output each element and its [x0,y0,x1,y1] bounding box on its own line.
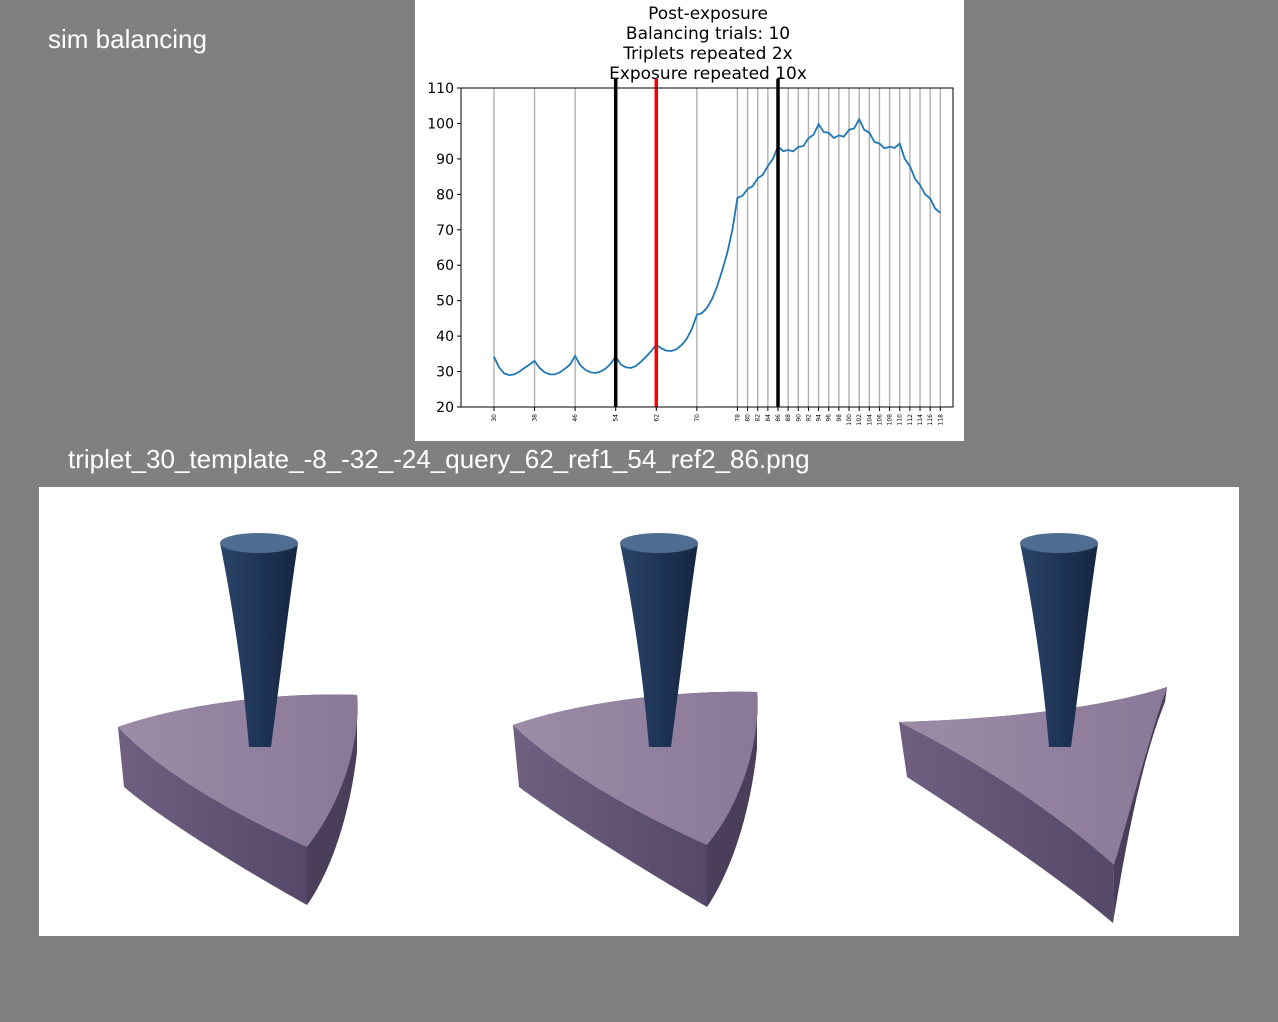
y-tick-label: 100 [427,116,454,132]
chart-title-line: Post-exposure [648,4,768,24]
image-filename: triplet_30_template_-8_-32_-24_query_62_… [68,444,810,474]
x-tick-label: 30 [491,414,498,422]
x-tick-label: 98 [836,414,843,422]
x-tick-label: 118 [937,414,944,426]
y-tick-label: 90 [436,152,454,168]
x-tick-label: 102 [856,414,863,426]
x-tick-label: 106 [876,414,883,426]
app-title: sim balancing [48,24,207,54]
x-tick-label: 82 [755,414,762,422]
x-tick-label: 86 [775,414,782,422]
plot-frame [460,87,954,408]
render-object-template [118,533,358,905]
x-tick-label: 62 [653,414,660,422]
x-tick-label: 80 [745,414,752,422]
y-tick-label: 70 [436,223,454,239]
x-tick-label: 90 [795,414,802,422]
x-tick-label: 110 [897,414,904,426]
chart-title-line: Balancing trials: 10 [626,24,790,44]
y-tick-label: 40 [436,329,454,345]
chart-title-line: Triplets repeated 2x [622,44,792,64]
x-tick-label: 70 [694,414,701,422]
y-tick-label: 30 [436,365,454,381]
x-tick-label: 84 [765,414,772,422]
y-tick-label: 110 [427,81,454,97]
x-tick-label: 78 [734,414,741,422]
balancing-chart: Post-exposure Balancing trials: 10 Triplet… [415,0,964,441]
x-tick-label: 104 [866,414,873,426]
x-tick-label: 94 [816,414,823,422]
y-tick-label: 20 [436,400,454,416]
x-tick-label: 100 [846,414,853,426]
render-object-ref1 [513,533,758,907]
x-tick-label: 116 [927,414,934,426]
x-tick-label: 92 [805,414,812,422]
x-tick-label: 96 [826,414,833,422]
x-tick-label: 38 [532,414,539,422]
x-tick-label: 46 [572,414,579,422]
render-object-ref2 [899,533,1167,923]
y-tick-label: 50 [436,294,454,310]
x-tick-label: 54 [613,414,620,422]
x-tick-label: 108 [887,414,894,426]
x-tick-label: 114 [917,414,924,426]
y-tick-label: 80 [436,187,454,203]
data-series-line [493,117,941,377]
triplet-render-image [39,487,1239,936]
x-tick-label: 112 [907,414,914,426]
y-tick-label: 60 [436,258,454,274]
chart-title-line: Exposure repeated 10x [609,64,807,84]
x-tick-label: 88 [785,414,792,422]
